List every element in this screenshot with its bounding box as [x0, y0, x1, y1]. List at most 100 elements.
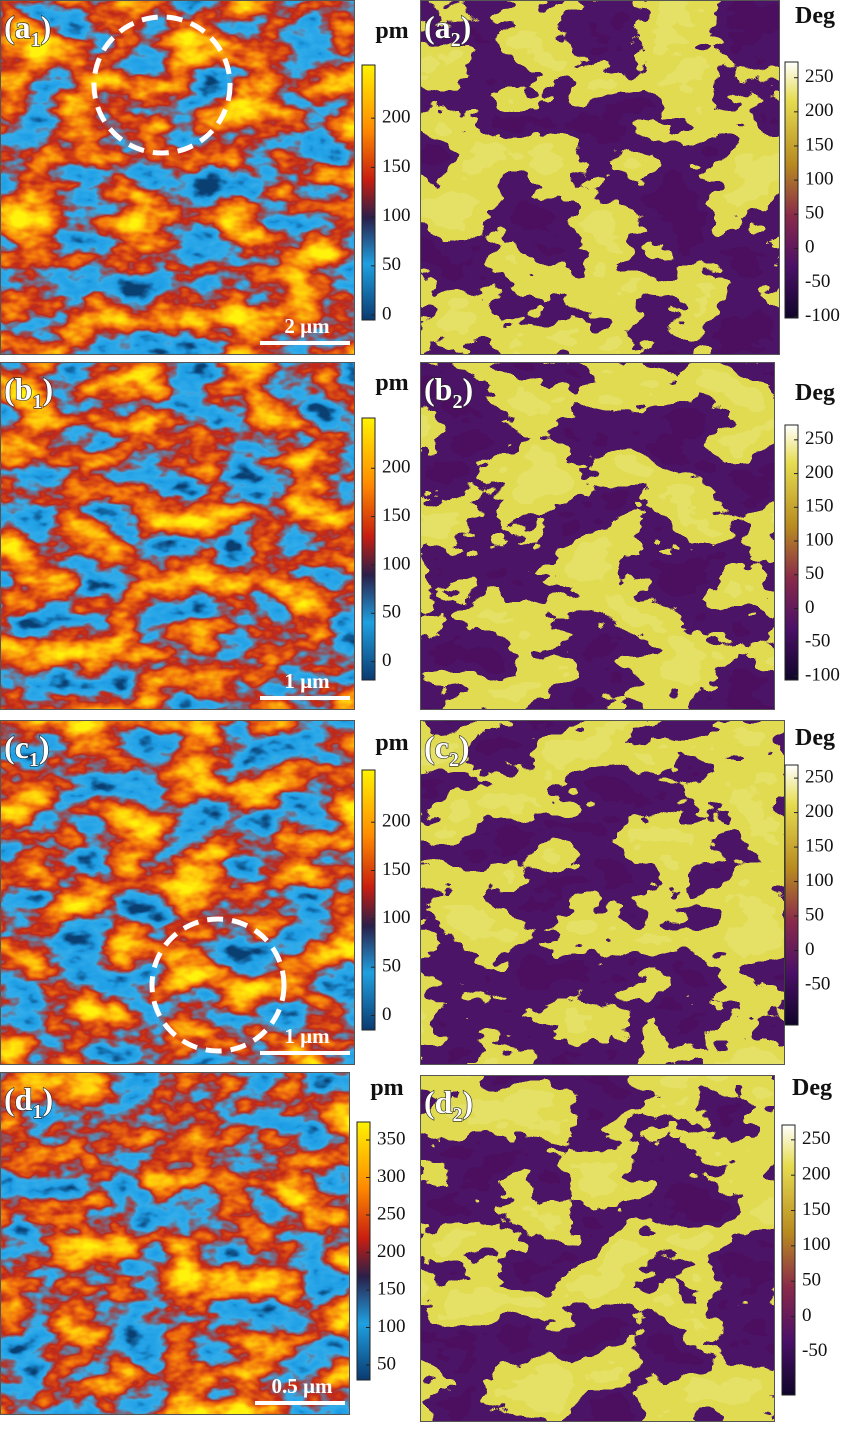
colorbar-tick-label: 0 [805, 939, 815, 960]
colorbar-tick-label: 150 [805, 835, 834, 856]
amplitude-image [0, 720, 355, 1065]
colorbar-tick-label: 150 [377, 1278, 406, 1299]
panel-close: ) [461, 9, 472, 45]
panel-letter: (c [4, 729, 29, 765]
panel-label: (b1) [4, 371, 53, 413]
scale-bar-label: 1 µm [284, 1024, 330, 1048]
colorbar-tick-label: 0 [382, 1004, 392, 1025]
colorbar-tick-label: 250 [377, 1203, 406, 1224]
colorbar-tick-label: 100 [805, 529, 834, 550]
colorbar-tick-label: 0 [382, 650, 392, 671]
colorbar-unit: Deg [795, 3, 835, 29]
colorbar-tick-label: -100 [805, 305, 840, 326]
image-frame [0, 0, 355, 355]
panel-letter: (a [4, 9, 31, 45]
amplitude-image [0, 1072, 350, 1415]
colorbar-unit: pm [375, 370, 408, 396]
colorbar-tick-label: 50 [802, 1270, 821, 1291]
colorbar-tick-label: 0 [805, 237, 815, 258]
colorbar [784, 61, 799, 319]
panel-index: 1 [32, 391, 42, 413]
colorbar-tick-label: 250 [805, 66, 834, 87]
colorbar-tick-label: 150 [382, 156, 411, 177]
colorbar-tick-label: 150 [382, 505, 411, 526]
colorbar-tick-label: 50 [377, 1353, 396, 1374]
image-frame [0, 720, 355, 1065]
colorbar-tick-label: 0 [802, 1305, 812, 1326]
phase-image [420, 1075, 775, 1422]
colorbar-unit: pm [375, 730, 408, 756]
colorbar-tick-label: 150 [805, 134, 834, 155]
colorbar-tick-label: 50 [382, 956, 401, 977]
panel-letter: (d [424, 1084, 453, 1120]
colorbar-tick-label: 150 [382, 859, 411, 880]
colorbar-tick-label: 100 [805, 870, 834, 891]
colorbar-unit: pm [370, 1075, 403, 1101]
panel-close: ) [42, 1081, 53, 1117]
colorbar-tick-label: -50 [805, 271, 830, 292]
colorbar-tick-label: 200 [382, 107, 411, 128]
scale-bar-label: 0.5 µm [271, 1374, 333, 1398]
colorbar-unit: Deg [792, 1075, 832, 1101]
colorbar-tick-label: 50 [805, 563, 824, 584]
panel-close: ) [42, 371, 53, 407]
colorbar [356, 1121, 371, 1381]
panel-label: (a1) [4, 9, 51, 51]
panel-index: 1 [31, 29, 41, 51]
colorbar-tick-label: -50 [805, 631, 830, 652]
amplitude-image [0, 362, 355, 710]
colorbar [361, 64, 376, 321]
panel-label: (d2) [424, 1084, 473, 1126]
image-frame [420, 1075, 775, 1422]
panel-index: 2 [452, 1104, 462, 1126]
panel-close: ) [41, 9, 52, 45]
panel-label: (c1) [4, 729, 50, 771]
colorbar-tick-label: 0 [382, 303, 392, 324]
colorbar-tick-label: -50 [805, 973, 830, 994]
panel-label: (d1) [4, 1081, 53, 1123]
panel-close: ) [459, 729, 470, 765]
panel-index: 1 [29, 749, 39, 771]
colorbar-tick-label: 200 [382, 457, 411, 478]
colorbar-tick-label: 50 [382, 254, 401, 275]
colorbar-tick-label: 50 [805, 904, 824, 925]
panel-close: ) [462, 371, 473, 407]
colorbar-tick-label: 200 [382, 811, 411, 832]
phase-image [420, 362, 775, 710]
colorbar-tick-label: 100 [377, 1316, 406, 1337]
colorbar-unit: Deg [795, 725, 835, 751]
highlight-circle [91, 14, 233, 156]
panel-label: (c2) [424, 729, 470, 771]
panel-letter: (b [4, 371, 32, 407]
panel-label: (b2) [424, 371, 473, 413]
image-frame [0, 362, 355, 710]
image-frame [420, 0, 780, 355]
panel-index: 1 [32, 1101, 42, 1123]
colorbar-tick-label: 250 [805, 766, 834, 787]
panel-letter: (a [424, 9, 451, 45]
colorbar-tick-label: 50 [382, 602, 401, 623]
scale-bar-label: 1 µm [284, 669, 330, 693]
colorbar-tick-label: 200 [377, 1241, 406, 1262]
colorbar-tick-label: 200 [802, 1164, 831, 1185]
colorbar [784, 424, 799, 681]
colorbar-tick-label: 150 [802, 1199, 831, 1220]
scale-bar-label: 2 µm [284, 314, 330, 338]
image-frame [0, 1072, 350, 1415]
panel-letter: (d [4, 1081, 33, 1117]
colorbar [781, 1124, 796, 1396]
colorbar-tick-label: 100 [805, 168, 834, 189]
panel-label: (a2) [424, 9, 471, 51]
panel-index: 2 [452, 391, 462, 413]
phase-image [420, 720, 785, 1065]
amplitude-image [0, 0, 355, 355]
colorbar-tick-label: -100 [805, 664, 840, 685]
colorbar-unit: pm [375, 18, 408, 44]
colorbar-tick-label: 200 [805, 462, 834, 483]
colorbar [784, 764, 799, 1026]
colorbar-tick-label: 100 [382, 907, 411, 928]
colorbar-tick-label: 350 [377, 1128, 406, 1149]
panel-index: 2 [449, 749, 459, 771]
colorbar-tick-label: 100 [382, 205, 411, 226]
